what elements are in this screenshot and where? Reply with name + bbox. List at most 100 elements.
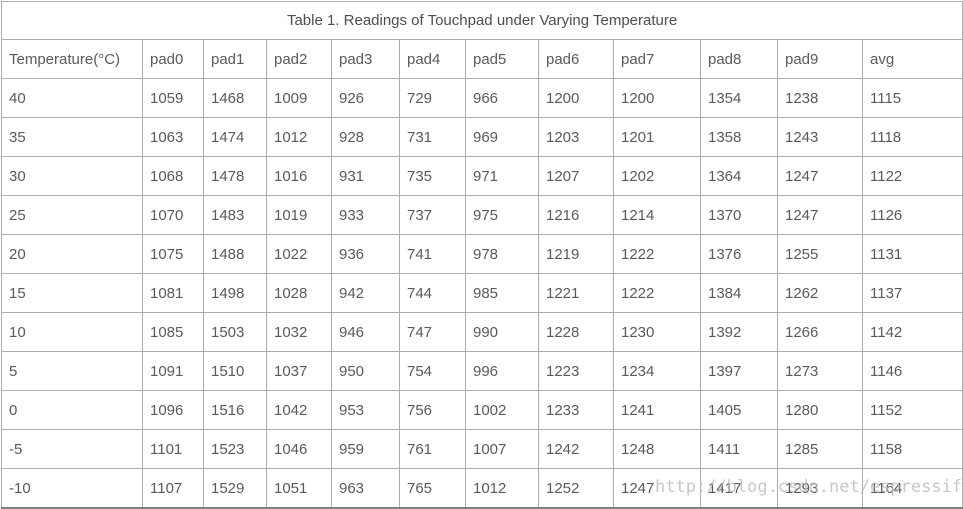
reading-cell: 1222 (613, 273, 701, 313)
reading-cell: 1247 (613, 468, 701, 509)
reading-cell: 990 (465, 312, 539, 352)
reading-cell: 1214 (613, 195, 701, 235)
reading-cell: 1202 (613, 156, 701, 196)
reading-cell: 1370 (700, 195, 778, 235)
reading-cell: 969 (465, 117, 539, 157)
temperature-cell: -5 (1, 429, 143, 469)
table-title: Table 1. Readings of Touchpad under Vary… (0, 1, 963, 40)
reading-cell: 1293 (777, 468, 863, 509)
reading-cell: 1131 (861, 234, 963, 274)
reading-cell: 1266 (777, 312, 863, 352)
table-row: 0 1096 1516 1042 953 756 1002 1233 1241 1405 1280 1… (1, 390, 963, 430)
temperature-cell: 40 (1, 78, 143, 118)
column-header-pad9: pad9 (777, 39, 863, 79)
reading-cell: 1358 (700, 117, 778, 157)
reading-cell: 1126 (861, 195, 963, 235)
reading-cell: 1233 (538, 390, 614, 430)
reading-cell: 1115 (861, 78, 963, 118)
reading-cell: 1146 (861, 351, 963, 391)
reading-cell: 1252 (538, 468, 614, 509)
reading-cell: 1219 (538, 234, 614, 274)
reading-cell: 731 (399, 117, 466, 157)
reading-cell: 953 (331, 390, 400, 430)
column-header-pad3: pad3 (331, 39, 400, 79)
table-title-row: Table 1. Readings of Touchpad under Vary… (0, 1, 963, 40)
reading-cell: 1081 (142, 273, 204, 313)
reading-cell: 966 (465, 78, 539, 118)
table-row: 30 1068 1478 1016 931 735 971 1207 1202 1364 1247 1… (1, 156, 963, 196)
reading-cell: 1247 (777, 195, 863, 235)
reading-cell: 1384 (700, 273, 778, 313)
reading-cell: 737 (399, 195, 466, 235)
reading-cell: 761 (399, 429, 466, 469)
reading-cell: 1068 (142, 156, 204, 196)
table-row: 35 1063 1474 1012 928 731 969 1203 1201 1358 1243 1… (1, 117, 963, 157)
temperature-cell: 0 (1, 390, 143, 430)
temperature-cell: 35 (1, 117, 143, 157)
reading-cell: 1002 (465, 390, 539, 430)
reading-cell: 1200 (613, 78, 701, 118)
reading-cell: 1223 (538, 351, 614, 391)
reading-cell: 1012 (465, 468, 539, 509)
reading-cell: 735 (399, 156, 466, 196)
reading-cell: 971 (465, 156, 539, 196)
reading-cell: 1488 (203, 234, 267, 274)
reading-cell: 950 (331, 351, 400, 391)
reading-cell: 996 (465, 351, 539, 391)
temperature-cell: 25 (1, 195, 143, 235)
reading-cell: 1273 (777, 351, 863, 391)
reading-cell: 1247 (777, 156, 863, 196)
reading-cell: 1122 (861, 156, 963, 196)
reading-cell: 1051 (266, 468, 332, 509)
table-row: -5 1101 1523 1046 959 761 1007 1242 1248 1411 1285… (1, 429, 963, 469)
reading-cell: 1059 (142, 78, 204, 118)
temperature-cell: 5 (1, 351, 143, 391)
reading-cell: 1238 (777, 78, 863, 118)
reading-cell: 1216 (538, 195, 614, 235)
reading-cell: 1241 (613, 390, 701, 430)
reading-cell: 1207 (538, 156, 614, 196)
reading-cell: 1032 (266, 312, 332, 352)
table-row: 10 1085 1503 1032 946 747 990 1228 1230 1392 1266 1… (1, 312, 963, 352)
reading-cell: 1262 (777, 273, 863, 313)
reading-cell: 1075 (142, 234, 204, 274)
reading-cell: 928 (331, 117, 400, 157)
table-row: 40 1059 1468 1009 926 729 966 1200 1200 1354 1238 1… (1, 78, 963, 118)
temperature-cell: -10 (1, 468, 143, 509)
reading-cell: 931 (331, 156, 400, 196)
reading-cell: 975 (465, 195, 539, 235)
reading-cell: 1364 (700, 156, 778, 196)
reading-cell: 963 (331, 468, 400, 509)
reading-cell: 1248 (613, 429, 701, 469)
reading-cell: 1376 (700, 234, 778, 274)
reading-cell: 985 (465, 273, 539, 313)
reading-cell: 1152 (861, 390, 963, 430)
temperature-cell: 30 (1, 156, 143, 196)
table-row: 15 1081 1498 1028 942 744 985 1221 1222 1384 1262 1… (1, 273, 963, 313)
reading-cell: 1392 (700, 312, 778, 352)
reading-cell: 1498 (203, 273, 267, 313)
column-header-pad1: pad1 (203, 39, 267, 79)
reading-cell: 1158 (861, 429, 963, 469)
column-header-pad6: pad6 (538, 39, 614, 79)
reading-cell: 1028 (266, 273, 332, 313)
reading-cell: 1222 (613, 234, 701, 274)
table-row: 25 1070 1483 1019 933 737 975 1216 1214 1370 1247 1… (1, 195, 963, 235)
temperature-cell: 20 (1, 234, 143, 274)
column-header-pad4: pad4 (399, 39, 466, 79)
reading-cell: 926 (331, 78, 400, 118)
reading-cell: 741 (399, 234, 466, 274)
reading-cell: 1070 (142, 195, 204, 235)
reading-cell: 1230 (613, 312, 701, 352)
reading-cell: 1007 (465, 429, 539, 469)
reading-cell: 936 (331, 234, 400, 274)
reading-cell: 942 (331, 273, 400, 313)
table-row: 5 1091 1510 1037 950 754 996 1223 1234 1397 1273 11… (1, 351, 963, 391)
reading-cell: 1397 (700, 351, 778, 391)
column-header-avg: avg (861, 39, 963, 79)
reading-cell: 1510 (203, 351, 267, 391)
reading-cell: 1019 (266, 195, 332, 235)
reading-cell: 1474 (203, 117, 267, 157)
reading-cell: 1221 (538, 273, 614, 313)
